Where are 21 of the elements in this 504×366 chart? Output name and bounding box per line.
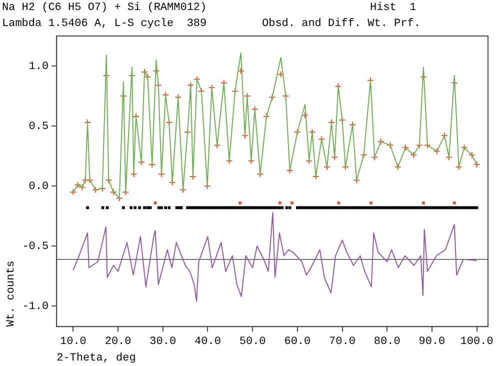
x-tick-label: 40.0 (194, 336, 221, 348)
text: Obsd. and Diff. Wt. Prf. (262, 18, 420, 31)
x-tick-label: 30.0 (150, 336, 176, 348)
text: Hist 1 (370, 2, 416, 15)
y-axis-title: Wt. counts (6, 260, 18, 327)
y-tick-label: 1.0 (28, 60, 49, 73)
x-tick-label: 90.0 (418, 336, 446, 348)
y-tick-label: -0.5 (22, 241, 49, 254)
x-tick-label: 20.0 (104, 336, 132, 348)
x-tick-label: 60.0 (284, 336, 311, 348)
x-axis-title: 2-Theta, deg (56, 352, 136, 364)
text: Lambda 1.5406 A, L-S cycle 389 (2, 18, 207, 31)
y-tick-label: 0.5 (28, 120, 49, 133)
x-tick-label: 10.0 (60, 336, 86, 348)
chart-title: Na H2 (C6 H5 O7) + Si (RAMM012) (2, 2, 207, 15)
x-tick-label: 70.0 (329, 336, 356, 348)
y-tick-label: -1.0 (22, 301, 49, 314)
x-tick-label: 50.0 (239, 336, 266, 348)
y-tick-label: 0.0 (28, 181, 49, 194)
x-tick-label: 100.0 (460, 336, 494, 348)
x-tick-label: 80.0 (374, 336, 400, 348)
